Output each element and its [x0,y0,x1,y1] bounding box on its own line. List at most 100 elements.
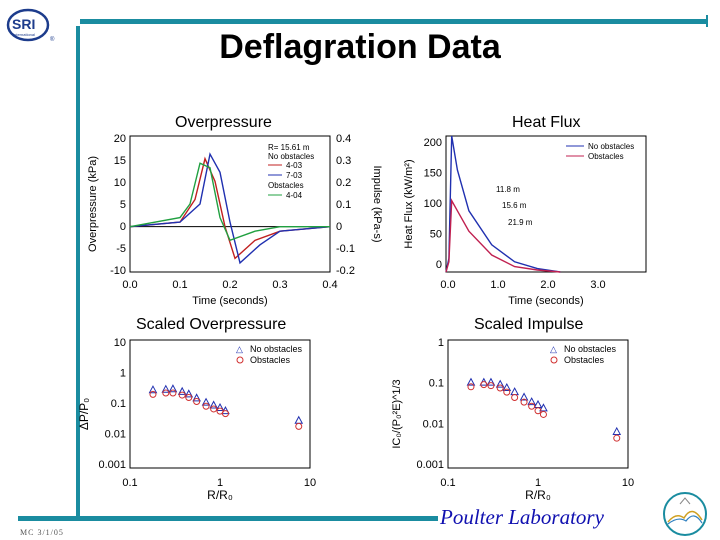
si-point-1-8 [534,407,542,415]
so-point-1-7 [210,405,218,413]
so-point-0-9 [221,406,230,415]
overpressure-title: Overpressure [175,114,272,131]
si-point-1-0 [467,383,475,391]
left-accent-bar [76,26,80,516]
si-point-1-2 [487,382,495,390]
op-xtick-tick-3: 0.3 [272,279,287,291]
logo-subtext: International [13,32,35,37]
scaled-impulse-xlabel: R/R₀ [525,488,551,502]
op-ytick-tick-4: 0 [120,221,126,233]
so-point-0-1 [161,384,171,393]
op-legend-3: 7-03 [286,171,303,180]
top-accent-tick [706,15,708,27]
heatflux-title: Heat Flux [512,114,581,131]
op-ytick-tick-0: 20 [114,133,126,145]
hf-series-0 [445,135,561,273]
heatflux-plot-area [445,135,647,273]
hf-ytick-tick-0: 200 [424,137,442,149]
op-xtick-tick-0: 0.0 [122,279,137,291]
so-point-1-1 [162,389,170,397]
so-point-1-3 [178,391,186,399]
si-legend-1: Obstacles [564,355,605,365]
hf-ytick-tick-2: 100 [424,198,442,210]
op-y2tick-tick-3: 0.1 [336,199,351,211]
op-y2tick-tick-0: 0.4 [336,133,351,145]
op-ytick-tick-3: 5 [120,199,126,211]
si-point-0-9 [539,403,548,412]
hf-annot-2: 21.9 m [508,218,533,227]
so-ytick-tick-2: 0.1 [111,398,126,410]
si-point-1-1 [480,381,488,389]
overpressure-plot-area [129,135,331,273]
so-point-0-6 [201,397,211,406]
so-point-1-9 [221,410,229,418]
overpressure-xlabel: Time (seconds) [192,295,267,307]
so-ytick-tick-1: 1 [120,368,126,380]
so-point-1-8 [216,407,224,415]
si-point-1-6 [520,398,528,406]
so-ytick-tick-3: 0.01 [105,429,126,441]
op-y2tick-tick-6: -0.2 [336,265,355,277]
heatflux-ylabel: Heat Flux (kW/m²) [403,159,415,248]
so-point-0-7 [209,400,218,409]
si-point-0-4 [502,382,512,391]
so-point-1-10 [295,422,303,430]
so-xtick-tick-2: 10 [304,477,316,489]
hf-legend-1: Obstacles [588,152,624,161]
so-xtick-tick-1: 1 [217,477,223,489]
heatflux-chart: 200 150 100 50 0 0.0 1.0 2.0 3.0 Time (seconds)… [403,135,647,307]
hf-xtick-tick-0: 0.0 [440,279,455,291]
so-legend-1: Obstacles [250,355,291,365]
si-point-1-7 [528,402,536,410]
logo-text: SRI [12,16,35,32]
svg-text:®: ® [50,36,55,42]
hf-annot-0: 11.8 m [496,185,520,194]
so-point-1-5 [193,397,201,405]
op-y2tick-tick-1: 0.3 [336,155,351,167]
heatflux-xlabel: Time (seconds) [508,295,583,307]
hf-series-1 [445,198,561,273]
so-xtick-tick-0: 0.1 [122,477,137,489]
op-legend-4: Obstacles [268,181,304,190]
scaled-overpressure-title: Scaled Overpressure [136,316,287,333]
op-legend-0: R= 15.61 m [268,143,310,152]
hf-legend-0: No obstacles [588,142,634,151]
so-point-0-2 [168,384,178,393]
op-xtick-tick-2: 0.2 [222,279,237,291]
si-point-0-0 [466,377,476,386]
scaled-overpressure-chart: 10 1 0.1 0.01 0.001 0.1 1 10 R/R₀ ΔP/P₀ △ No o… [77,337,316,502]
poulter-emblem-icon [663,492,707,536]
so-point-1-6 [202,402,210,410]
hf-ytick-tick-4: 0 [436,259,442,271]
hf-annot-1: 15.6 m [502,201,527,210]
svg-text:△: △ [550,344,557,354]
so-point-0-4 [184,389,194,398]
so-point-1-0 [149,390,157,398]
scaled-impulse-ylabel: IC₀/(P₀²E)^1/3 [391,379,403,448]
slide-title: Deflagration Data [219,28,501,66]
scaled-impulse-title: Scaled Impulse [474,316,584,333]
op-ytick-tick-5: -5 [116,243,126,255]
so-ytick-tick-4: 0.001 [98,459,126,471]
so-point-1-4 [185,393,193,401]
scaled-overpressure-xlabel: R/R₀ [207,488,233,502]
overpressure-y2label: Impulse (kPa-s) [371,165,383,242]
op-series-2 [129,162,330,242]
si-ytick-tick-0: 1 [438,337,444,349]
hf-ytick-tick-3: 50 [430,229,442,241]
si-xtick-tick-0: 0.1 [440,477,455,489]
op-series-0 [129,156,331,260]
si-point-1-10 [613,434,621,442]
si-point-0-10 [612,426,622,435]
op-ytick-tick-6: -10 [110,265,126,277]
si-point-1-4 [503,388,511,396]
so-point-0-8 [215,402,225,411]
si-ytick-tick-2: 0.01 [423,418,444,430]
op-xtick-tick-1: 0.1 [172,279,187,291]
sri-logo: SRI International ® [6,8,55,42]
op-ytick-tick-1: 15 [114,155,126,167]
top-accent-bar [80,15,708,27]
op-legend-5: 4-04 [286,191,303,200]
so-point-0-5 [192,393,201,402]
op-series-1 [129,152,331,265]
